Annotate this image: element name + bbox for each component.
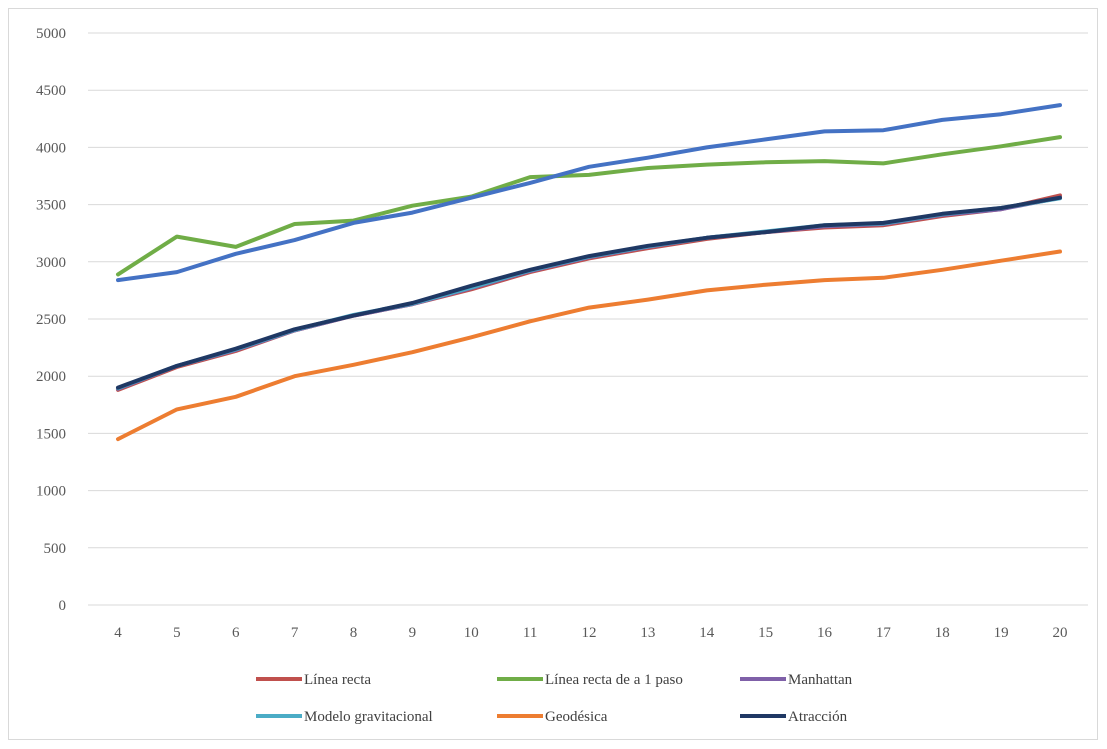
- x-tick-label: 12: [582, 625, 597, 641]
- x-tick-label: 13: [640, 625, 655, 641]
- series-line-manhattan: [116, 195, 1062, 391]
- y-tick-label: 3000: [36, 255, 66, 271]
- y-tick-label: 1500: [36, 426, 66, 442]
- gridlines: [88, 32, 1088, 606]
- y-tick-label: 2500: [36, 312, 66, 328]
- x-axis-ticks: 4 5 6 7 8 9 10 11 12 13 14 15 16 17 18 19 20: [114, 625, 1067, 641]
- x-tick-label: 5: [173, 625, 181, 641]
- series-line-linea-recta-de-a-1-paso: [116, 135, 1062, 277]
- series-line-unlabeled: [116, 103, 1062, 283]
- series-line-geodesica: [116, 249, 1062, 442]
- y-axis-ticks: 0 500 1000 1500 2000 2500 3000 3500 4000 4500 5000: [36, 26, 66, 614]
- y-tick-label: 2000: [36, 369, 66, 385]
- series-line-modelo-gravitacional: [116, 196, 1062, 391]
- x-tick-label: 7: [291, 625, 299, 641]
- y-tick-label: 3500: [36, 198, 66, 214]
- x-tick-label: 19: [994, 625, 1009, 641]
- x-tick-label: 8: [350, 625, 358, 641]
- legend-label: Geodésica: [545, 709, 608, 725]
- x-tick-label: 14: [699, 625, 715, 641]
- x-tick-label: 11: [523, 625, 537, 641]
- x-tick-label: 10: [464, 625, 479, 641]
- series-line-linea-recta: [116, 193, 1062, 392]
- legend-label: Atracción: [788, 709, 848, 725]
- legend-label: Línea recta: [304, 672, 371, 688]
- x-tick-label: 17: [876, 625, 892, 641]
- y-tick-label: 1000: [36, 484, 66, 500]
- y-tick-label: 4000: [36, 140, 66, 156]
- legend-label: Línea recta de a 1 paso: [545, 672, 683, 688]
- series-line-atraccion: [116, 195, 1062, 390]
- x-tick-label: 18: [935, 625, 950, 641]
- x-tick-label: 16: [817, 625, 833, 641]
- legend-label: Manhattan: [788, 672, 853, 688]
- y-tick-label: 500: [44, 541, 67, 557]
- x-tick-label: 4: [114, 625, 122, 641]
- x-tick-label: 6: [232, 625, 240, 641]
- chart-frame: [8, 8, 1098, 740]
- x-tick-label: 9: [409, 625, 417, 641]
- y-tick-label: 4500: [36, 83, 66, 99]
- legend: Línea recta Línea recta de a 1 paso Manhat…: [256, 672, 853, 725]
- y-tick-label: 5000: [36, 26, 66, 42]
- y-tick-label: 0: [59, 598, 67, 614]
- series-lines: [116, 103, 1062, 442]
- legend-label: Modelo gravitacional: [304, 709, 433, 725]
- x-tick-label: 15: [758, 625, 773, 641]
- x-tick-label: 20: [1053, 625, 1068, 641]
